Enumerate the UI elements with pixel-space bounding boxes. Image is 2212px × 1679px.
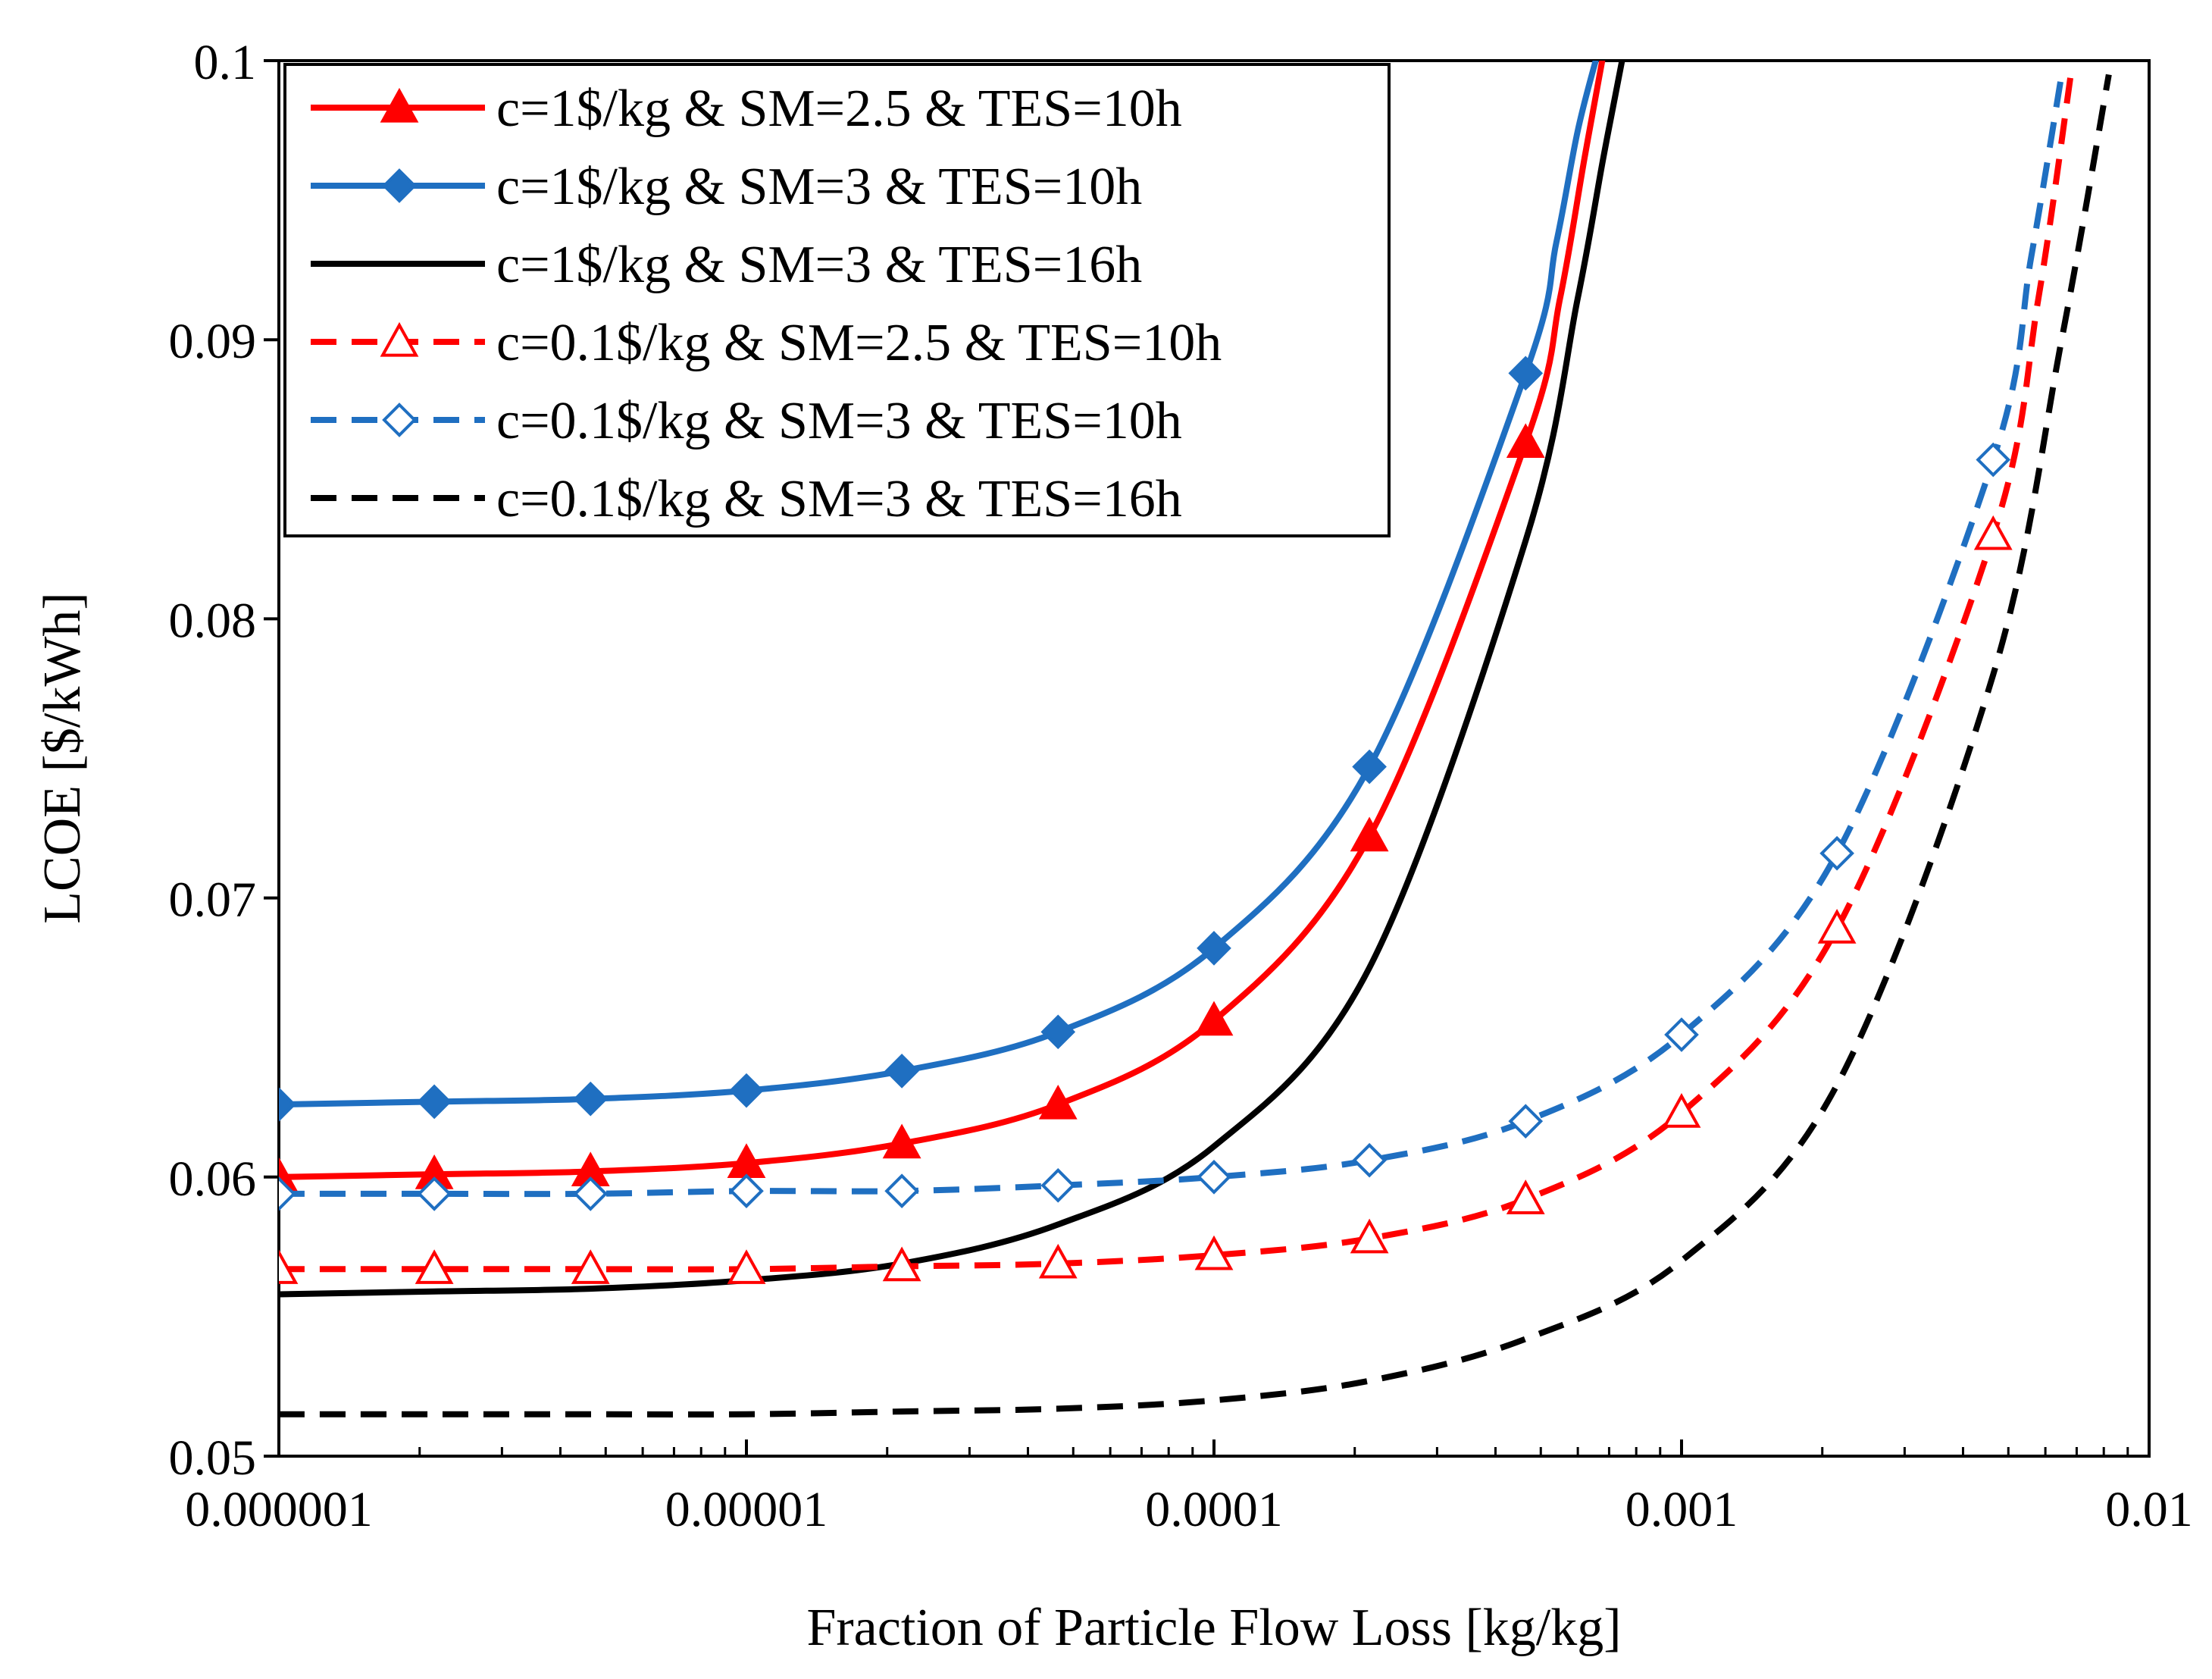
series-c-1-kg-sm-3-tes-10h xyxy=(279,61,1599,1122)
x-tick-label: 0.01 xyxy=(2105,1482,2193,1537)
series-c-1-kg-sm-3-tes-10h-point xyxy=(1197,931,1231,966)
x-tick-label: 0.000001 xyxy=(185,1482,373,1537)
series-c-1-kg-sm-3-tes-16h-line xyxy=(279,61,1625,1298)
y-tick-label: 0.07 xyxy=(169,872,257,928)
series-c-0-1-kg-sm-3-tes-16h-line xyxy=(279,74,2112,1418)
series-c-0-1-kg-sm-2-5-tes-10h-point xyxy=(1038,1243,1078,1279)
legend-entry-c-0-1-kg-sm-3-tes-10h: c=0.1$/kg & SM=3 & TES=10h xyxy=(311,392,1182,450)
series-c-1-kg-sm-3-tes-10h-point xyxy=(417,1084,452,1120)
series-c-0-1-kg-sm-3-tes-10h-point xyxy=(1040,1168,1076,1203)
legend-label: c=1$/kg & SM=3 & TES=16h xyxy=(496,236,1142,294)
legend-entry-c-1-kg-sm-3-tes-16h: c=1$/kg & SM=3 & TES=16h xyxy=(311,236,1142,294)
legend-marker xyxy=(382,168,417,203)
series-c-0-1-kg-sm-2-5-tes-10h-point xyxy=(415,1249,454,1284)
series-c-1-kg-sm-3-tes-10h-point xyxy=(1352,749,1387,785)
series-c-0-1-kg-sm-3-tes-10h-point xyxy=(1352,1142,1387,1178)
series-c-0-1-kg-sm-3-tes-10h xyxy=(279,74,2065,1211)
series-c-1-kg-sm-2-5-tes-10h-point xyxy=(1194,1001,1234,1036)
legend-box xyxy=(283,63,1391,537)
series-c-1-kg-sm-2-5-tes-10h-point xyxy=(1038,1084,1078,1120)
y-tick-label: 0.08 xyxy=(169,593,257,648)
legend-label: c=0.1$/kg & SM=3 & TES=16h xyxy=(496,470,1182,528)
series-c-1-kg-sm-3-tes-16h xyxy=(279,61,1625,1298)
series-c-0-1-kg-sm-3-tes-10h-point xyxy=(1508,1104,1544,1139)
series-c-0-1-kg-sm-2-5-tes-10h-point xyxy=(882,1246,921,1282)
x-tick-label: 0.001 xyxy=(1625,1482,1738,1537)
series-c-0-1-kg-sm-3-tes-10h-point xyxy=(417,1176,452,1211)
series-c-1-kg-sm-3-tes-10h-point xyxy=(729,1073,764,1108)
x-axis-title: Fraction of Particle Flow Loss [kg/kg] xyxy=(806,1599,1621,1657)
series-c-0-1-kg-sm-3-tes-10h-point xyxy=(729,1173,764,1209)
series-c-1-kg-sm-3-tes-10h-point xyxy=(1508,356,1544,391)
series-layer xyxy=(279,61,2112,1418)
x-tick-label: 0.0001 xyxy=(1145,1482,1283,1537)
legend-label: c=1$/kg & SM=3 & TES=10h xyxy=(496,158,1142,216)
series-c-0-1-kg-sm-3-tes-10h-point xyxy=(1197,1159,1231,1195)
series-c-0-1-kg-sm-2-5-tes-10h-point xyxy=(1973,515,2013,550)
series-c-1-kg-sm-3-tes-10h-point xyxy=(884,1054,919,1089)
legend-label: c=0.1$/kg & SM=2.5 & TES=10h xyxy=(496,314,1222,372)
ticks-layer: 0.000001 0.00001 0.0001 0.001 0.01 0.05 0.06 0.… xyxy=(169,35,2193,1537)
series-c-1-kg-sm-2-5-tes-10h-point xyxy=(1506,423,1545,459)
x-tick-label: 0.00001 xyxy=(665,1482,828,1537)
series-c-0-1-kg-sm-3-tes-10h-point xyxy=(1664,1017,1699,1052)
series-c-0-1-kg-sm-3-tes-10h-point xyxy=(573,1176,609,1211)
series-c-0-1-kg-sm-3-tes-16h xyxy=(279,74,2112,1418)
series-c-1-kg-sm-3-tes-10h-point xyxy=(1040,1014,1076,1050)
legend-marker xyxy=(380,321,419,357)
series-c-0-1-kg-sm-2-5-tes-10h-point xyxy=(1194,1235,1234,1270)
legend-entry-c-1-kg-sm-2-5-tes-10h: c=1$/kg & SM=2.5 & TES=10h xyxy=(311,80,1182,138)
legend-entry-c-0-1-kg-sm-2-5-tes-10h: c=0.1$/kg & SM=2.5 & TES=10h xyxy=(311,314,1222,372)
series-c-1-kg-sm-2-5-tes-10h-point xyxy=(1350,816,1389,852)
series-c-0-1-kg-sm-3-tes-10h-point xyxy=(279,1176,296,1211)
series-c-0-1-kg-sm-2-5-tes-10h-point xyxy=(1662,1092,1701,1128)
series-c-0-1-kg-sm-2-5-tes-10h-point xyxy=(1817,908,1857,944)
legend-label: c=1$/kg & SM=2.5 & TES=10h xyxy=(496,80,1182,138)
y-tick-label: 0.06 xyxy=(169,1151,257,1207)
legend-entry-c-1-kg-sm-3-tes-10h: c=1$/kg & SM=3 & TES=10h xyxy=(311,158,1142,216)
legend: c=1$/kg & SM=2.5 & TES=10h c=1$/kg & SM=3… xyxy=(283,63,1391,537)
y-axis-title: LCOE [$/kWh] xyxy=(33,592,92,923)
y-tick-label: 0.09 xyxy=(169,314,257,369)
series-c-0-1-kg-sm-3-tes-10h-point xyxy=(1819,835,1854,871)
series-c-0-1-kg-sm-2-5-tes-10h-point xyxy=(571,1249,610,1284)
series-c-0-1-kg-sm-2-5-tes-10h xyxy=(279,74,2074,1284)
series-c-0-1-kg-sm-3-tes-10h-point xyxy=(884,1173,919,1209)
series-c-0-1-kg-sm-2-5-tes-10h-point xyxy=(727,1249,766,1284)
series-c-1-kg-sm-2-5-tes-10h-point xyxy=(882,1123,921,1159)
legend-entries: c=1$/kg & SM=2.5 & TES=10h c=1$/kg & SM=3… xyxy=(311,80,1222,528)
series-c-0-1-kg-sm-2-5-tes-10h-point xyxy=(1506,1179,1545,1214)
series-c-0-1-kg-sm-2-5-tes-10h-point xyxy=(1350,1218,1389,1254)
series-c-1-kg-sm-2-5-tes-10h xyxy=(279,61,1606,1192)
series-c-0-1-kg-sm-3-tes-10h-point xyxy=(1976,442,2011,478)
legend-marker xyxy=(382,403,417,437)
legend-label: c=0.1$/kg & SM=3 & TES=10h xyxy=(496,392,1182,450)
y-tick-label: 0.1 xyxy=(194,35,257,90)
series-c-1-kg-sm-3-tes-10h-point xyxy=(573,1081,609,1117)
series-c-0-1-kg-sm-2-5-tes-10h-point xyxy=(279,1249,299,1284)
legend-entry-c-0-1-kg-sm-3-tes-16h: c=0.1$/kg & SM=3 & TES=16h xyxy=(311,470,1182,528)
series-c-1-kg-sm-3-tes-10h-point xyxy=(279,1087,296,1122)
legend-marker xyxy=(380,87,419,123)
y-tick-label: 0.05 xyxy=(169,1430,257,1486)
